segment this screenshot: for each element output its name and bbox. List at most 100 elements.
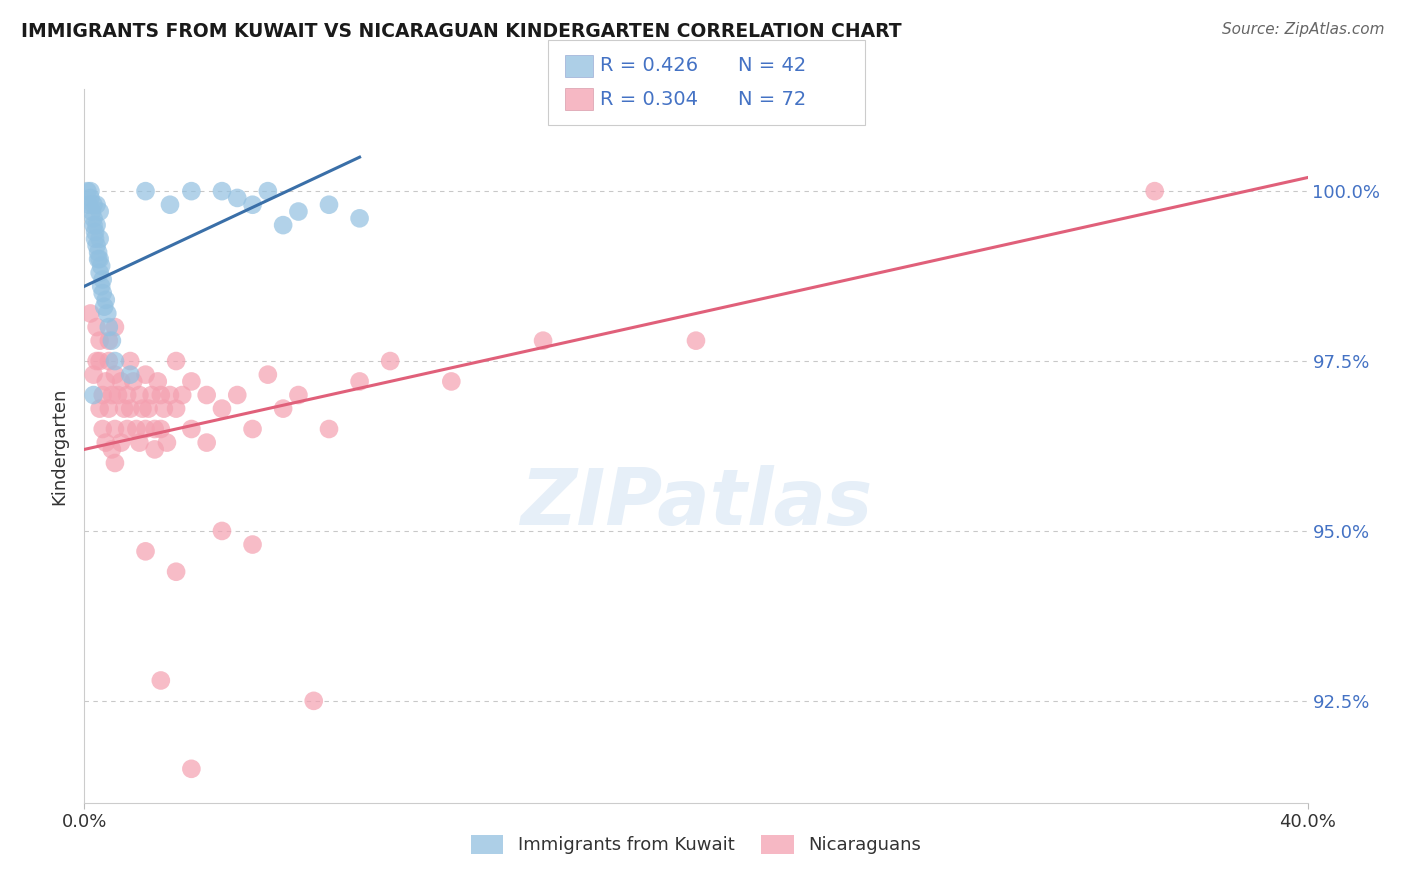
Point (104, 368, 127, 382)
Point (128, 435, 150, 450)
Point (86, 198, 108, 212)
Point (120, 401, 142, 416)
Point (97, 334, 120, 348)
Point (135, 184, 157, 198)
Point (76, 184, 98, 198)
Point (287, 388, 309, 402)
Point (149, 388, 172, 402)
Point (156, 435, 179, 450)
Point (143, 442, 166, 457)
Point (349, 375, 371, 389)
Point (159, 198, 181, 212)
Point (79, 184, 101, 198)
Point (101, 442, 124, 457)
Point (84, 232, 107, 246)
Point (349, 211, 371, 226)
Point (318, 198, 340, 212)
Point (440, 375, 463, 389)
Point (135, 368, 157, 382)
Point (172, 388, 194, 402)
Point (93, 300, 115, 314)
Point (77, 198, 100, 212)
Point (531, 334, 554, 348)
Point (83, 368, 105, 382)
Point (104, 456, 127, 470)
Point (141, 388, 163, 402)
Point (91, 388, 114, 402)
Point (135, 422, 157, 436)
Point (1143, 184, 1166, 198)
Point (211, 401, 233, 416)
Point (89, 266, 111, 280)
Point (101, 388, 124, 402)
Point (180, 184, 202, 198)
Point (87, 252, 110, 266)
Point (89, 334, 111, 348)
Point (79, 191, 101, 205)
Point (165, 565, 187, 579)
Point (91, 422, 114, 436)
Legend: Immigrants from Kuwait, Nicaraguans: Immigrants from Kuwait, Nicaraguans (464, 828, 928, 862)
Point (112, 401, 135, 416)
Text: R = 0.304: R = 0.304 (600, 90, 699, 109)
Point (104, 320, 127, 334)
Point (165, 354, 187, 368)
Point (94, 293, 117, 307)
Point (180, 375, 202, 389)
Point (94, 435, 117, 450)
Point (83, 198, 105, 212)
Point (90, 279, 112, 293)
Point (86, 218, 108, 232)
Point (159, 388, 181, 402)
Point (115, 388, 138, 402)
Point (101, 334, 124, 348)
Point (110, 435, 132, 450)
Point (83, 211, 105, 226)
Point (79, 306, 101, 320)
Point (195, 435, 218, 450)
Point (86, 238, 108, 252)
Point (271, 401, 294, 416)
Point (257, 184, 280, 198)
Point (287, 204, 309, 219)
Point (242, 537, 264, 551)
Point (226, 191, 249, 205)
Point (149, 422, 172, 436)
Point (96, 306, 118, 320)
Point (153, 401, 176, 416)
Point (242, 422, 264, 436)
Y-axis label: Kindergarten: Kindergarten (51, 387, 69, 505)
Point (90, 259, 112, 273)
Point (110, 375, 132, 389)
Point (146, 375, 169, 389)
Point (242, 198, 264, 212)
Point (120, 354, 142, 368)
Point (180, 422, 202, 436)
Text: R = 0.426: R = 0.426 (600, 56, 699, 75)
Point (685, 334, 707, 348)
Point (211, 524, 233, 538)
Point (91, 272, 114, 286)
Point (97, 354, 120, 368)
Point (125, 422, 148, 436)
Point (128, 388, 150, 402)
Point (94, 375, 117, 389)
Text: Source: ZipAtlas.com: Source: ZipAtlas.com (1222, 22, 1385, 37)
Point (257, 368, 280, 382)
Text: N = 42: N = 42 (738, 56, 807, 75)
Point (138, 401, 160, 416)
Point (302, 694, 325, 708)
Point (91, 286, 114, 301)
Point (115, 422, 138, 436)
Point (89, 252, 111, 266)
Point (180, 762, 202, 776)
Text: IMMIGRANTS FROM KUWAIT VS NICARAGUAN KINDERGARTEN CORRELATION CHART: IMMIGRANTS FROM KUWAIT VS NICARAGUAN KIN… (21, 22, 901, 41)
Point (271, 218, 294, 232)
Point (122, 375, 145, 389)
Point (131, 401, 153, 416)
Point (149, 673, 172, 688)
Point (135, 544, 157, 558)
Point (89, 232, 111, 246)
Point (83, 388, 105, 402)
Point (80, 204, 103, 219)
